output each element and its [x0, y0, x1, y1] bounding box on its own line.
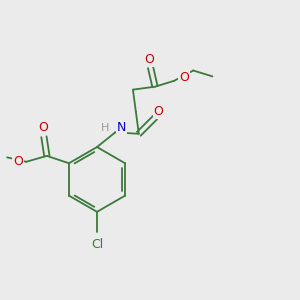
- Text: Cl: Cl: [91, 238, 103, 251]
- Text: O: O: [144, 53, 154, 66]
- Text: N: N: [117, 122, 126, 134]
- Text: O: O: [38, 122, 48, 134]
- Text: O: O: [13, 155, 23, 168]
- Text: O: O: [179, 71, 189, 84]
- Text: O: O: [154, 105, 164, 118]
- Text: H: H: [100, 123, 109, 133]
